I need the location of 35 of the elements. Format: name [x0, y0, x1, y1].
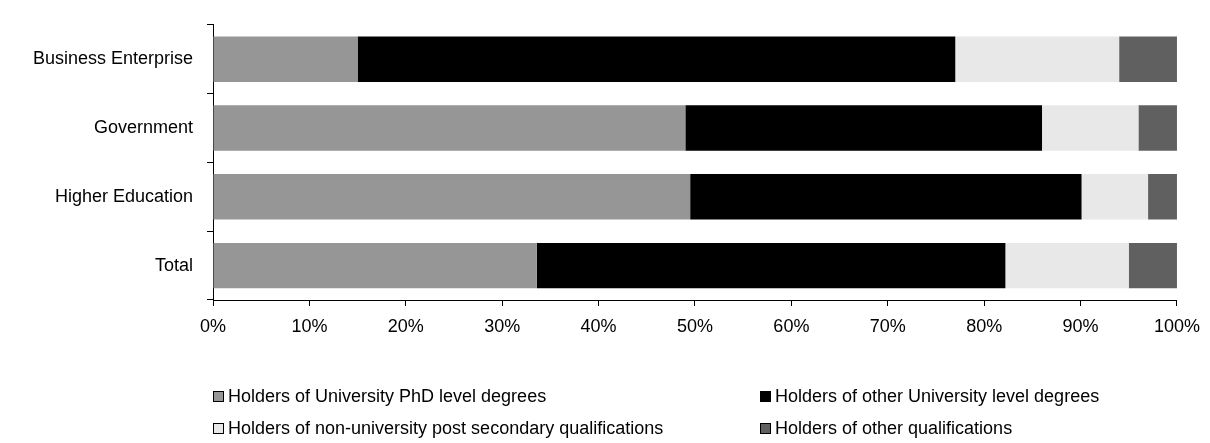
y-tick-label: Government	[93, 116, 193, 137]
bar	[213, 36, 358, 82]
x-tick-label: 50%	[676, 315, 714, 336]
x-tick-label: 60%	[773, 315, 810, 336]
bar	[1138, 105, 1177, 151]
x-tick-label: 80%	[966, 315, 1003, 336]
x-tick-label: 100%	[1153, 315, 1200, 336]
legend-label: Holders of other qualifications	[775, 418, 1013, 439]
y-tick-label: Business Enterprise	[32, 48, 193, 69]
bar	[690, 174, 1082, 220]
x-tick-label: 30%	[484, 315, 521, 336]
bar	[1005, 242, 1129, 289]
x-tick-label: 10%	[291, 315, 328, 336]
x-tick-label: 40%	[580, 315, 617, 336]
y-tick-label: Higher Education	[54, 185, 193, 206]
x-tick-label: 90%	[1062, 315, 1099, 336]
legend-label: Holders of University PhD level degrees	[228, 386, 547, 407]
bar	[1081, 174, 1149, 220]
x-tick-label: 20%	[387, 315, 424, 336]
bar	[213, 105, 686, 151]
x-tick-label: 70%	[869, 315, 906, 336]
bar	[213, 174, 691, 220]
legend-label: Holders of other University level degrees	[775, 386, 1100, 407]
y-tick-label: Total	[154, 254, 193, 275]
x-tick-label: 0%	[199, 315, 227, 336]
bar	[536, 242, 1006, 289]
bar	[213, 242, 537, 289]
bar	[1042, 105, 1139, 151]
legend-label: Holders of non-university post secondary qualifications	[228, 418, 664, 439]
bar	[357, 36, 956, 82]
bar	[1119, 36, 1177, 82]
bar	[1128, 242, 1177, 289]
bar	[685, 105, 1043, 151]
bar	[955, 36, 1120, 82]
bar	[1148, 174, 1177, 220]
